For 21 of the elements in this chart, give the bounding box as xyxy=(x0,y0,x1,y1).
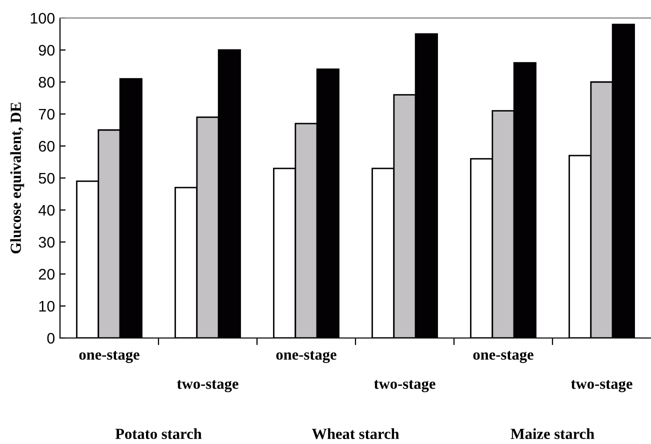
x-tick-label: two-stage xyxy=(571,380,632,392)
x-tick-label: two-stage xyxy=(177,380,238,392)
x-tick-label: one-stage xyxy=(473,351,534,363)
text: Potato starch xyxy=(115,428,202,440)
y-tick-label: 60 xyxy=(38,140,55,152)
y-tick-label: 50 xyxy=(38,172,55,184)
y-tick-label: 80 xyxy=(38,76,55,88)
x-tick-label: two-stage xyxy=(374,380,436,392)
y-axis-title: Glucose equivalent, DE xyxy=(10,102,24,254)
text: Wheat starch xyxy=(312,428,400,440)
y-tick-label: 0 xyxy=(47,332,55,344)
y-tick-label: 100 xyxy=(30,12,55,24)
y-tick-label: 90 xyxy=(38,44,55,56)
x-tick-label: one-stage xyxy=(79,351,140,363)
x-tick-label: one-stage xyxy=(276,351,336,363)
y-tick-label: 20 xyxy=(38,268,55,280)
y-tick-label: 70 xyxy=(38,108,55,120)
text: Maize starch xyxy=(510,428,594,440)
y-tick-label: 10 xyxy=(39,300,55,312)
y-tick-label: 40 xyxy=(38,204,55,216)
y-tick-label: 30 xyxy=(38,236,55,248)
